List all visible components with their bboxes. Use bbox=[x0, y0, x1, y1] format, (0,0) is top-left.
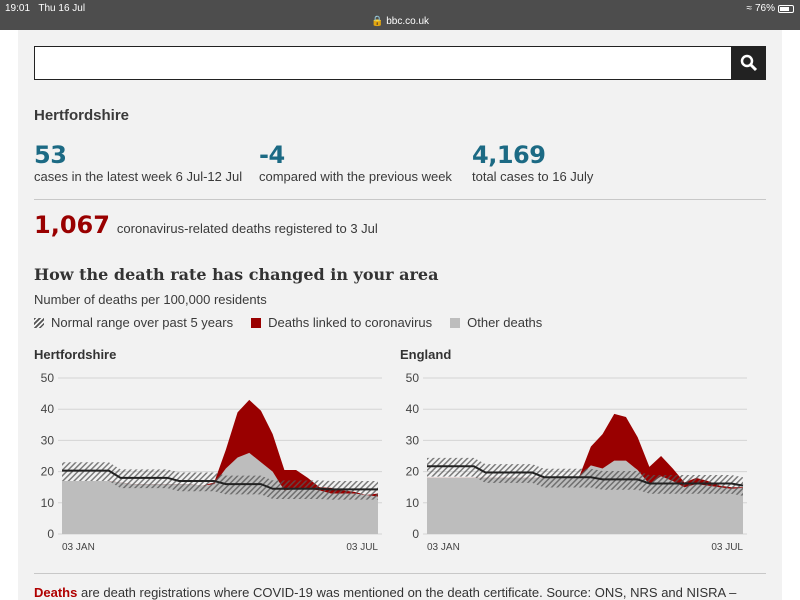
stat-label: cases in the latest week 6 Jul-12 Jul bbox=[34, 169, 243, 184]
chart-legend: Normal range over past 5 years Deaths li… bbox=[34, 315, 542, 330]
status-time: 19:01 Thu 16 Jul bbox=[5, 3, 86, 14]
y-tick-label: 50 bbox=[41, 371, 55, 385]
x-tick-label: 03 JAN bbox=[62, 542, 95, 553]
search-input[interactable] bbox=[35, 47, 725, 79]
y-tick-label: 50 bbox=[406, 371, 420, 385]
address-bar[interactable]: 🔒 bbc.co.uk bbox=[370, 16, 430, 27]
other-swatch-icon bbox=[450, 317, 461, 328]
stat-label: compared with the previous week bbox=[259, 169, 452, 184]
legend-covid: Deaths linked to coronavirus bbox=[251, 315, 432, 330]
stat-value: 53 bbox=[34, 141, 67, 169]
chart-england: 0 10 20 30 40 50 03 JAN 03 JUL bbox=[406, 371, 747, 553]
legend-other: Other deaths bbox=[450, 315, 542, 330]
y-tick-label: 40 bbox=[41, 402, 55, 416]
x-tick-label: 03 JAN bbox=[427, 542, 460, 553]
stat-total-cases: 4,169 total cases to 16 July bbox=[472, 141, 593, 184]
stat-value: 4,169 bbox=[472, 141, 546, 169]
y-tick-label: 40 bbox=[406, 402, 420, 416]
y-tick-label: 10 bbox=[41, 496, 55, 510]
average-line bbox=[62, 469, 378, 491]
search-icon bbox=[740, 54, 757, 72]
footnote-text: are death registrations where COVID-19 w… bbox=[77, 585, 737, 600]
divider bbox=[34, 199, 766, 200]
wifi-icon: ≈ bbox=[746, 3, 752, 14]
battery-status: ≈76% bbox=[746, 3, 794, 14]
stat-weekly-cases: 53 cases in the latest week 6 Jul-12 Jul bbox=[34, 141, 242, 184]
y-tick-label: 0 bbox=[47, 527, 54, 541]
deaths-label: coronavirus-related deaths registered to… bbox=[116, 221, 378, 236]
deaths-value: 1,067 bbox=[34, 211, 110, 239]
chart-hertfordshire: 0 10 20 30 40 50 03 JAN 03 JUL bbox=[41, 371, 382, 553]
hatch-swatch-icon bbox=[34, 317, 44, 328]
battery-icon bbox=[778, 4, 794, 13]
y-tick-label: 30 bbox=[406, 433, 420, 447]
y-tick-label: 10 bbox=[406, 496, 420, 510]
status-bar: 19:01 Thu 16 Jul 🔒 bbc.co.uk ≈76% bbox=[0, 0, 800, 30]
legend-range: Normal range over past 5 years bbox=[34, 315, 233, 330]
stat-value: -4 bbox=[259, 141, 285, 169]
deaths-summary: 1,067 coronavirus-related deaths registe… bbox=[34, 211, 378, 239]
y-tick-label: 20 bbox=[41, 465, 55, 479]
section-subtitle: Number of deaths per 100,000 residents bbox=[34, 292, 267, 307]
area-name: Hertfordshire bbox=[34, 107, 130, 124]
y-tick-label: 0 bbox=[412, 527, 419, 541]
normal-range-band bbox=[62, 462, 378, 500]
search-button[interactable] bbox=[731, 46, 766, 80]
chart-title-england: England bbox=[400, 347, 452, 362]
postcode-search bbox=[34, 46, 766, 80]
stat-label: total cases to 16 July bbox=[472, 169, 594, 184]
divider bbox=[34, 573, 766, 574]
lock-icon: 🔒 bbox=[370, 16, 384, 27]
section-title: How the death rate has changed in your a… bbox=[34, 265, 439, 284]
stat-weekly-change: -4 compared with the previous week bbox=[259, 141, 452, 184]
footnote-term: Deaths bbox=[34, 585, 78, 600]
average-line bbox=[427, 465, 744, 487]
y-tick-label: 20 bbox=[406, 465, 420, 479]
chart-title-hertfordshire: Hertfordshire bbox=[34, 347, 117, 362]
y-tick-label: 30 bbox=[41, 433, 55, 447]
footnote: Deaths are death registrations where COV… bbox=[34, 585, 736, 600]
x-tick-label: 03 JUL bbox=[346, 542, 378, 553]
x-tick-label: 03 JUL bbox=[711, 542, 743, 553]
covid-swatch-icon bbox=[251, 317, 262, 328]
other-deaths-area bbox=[62, 452, 378, 534]
